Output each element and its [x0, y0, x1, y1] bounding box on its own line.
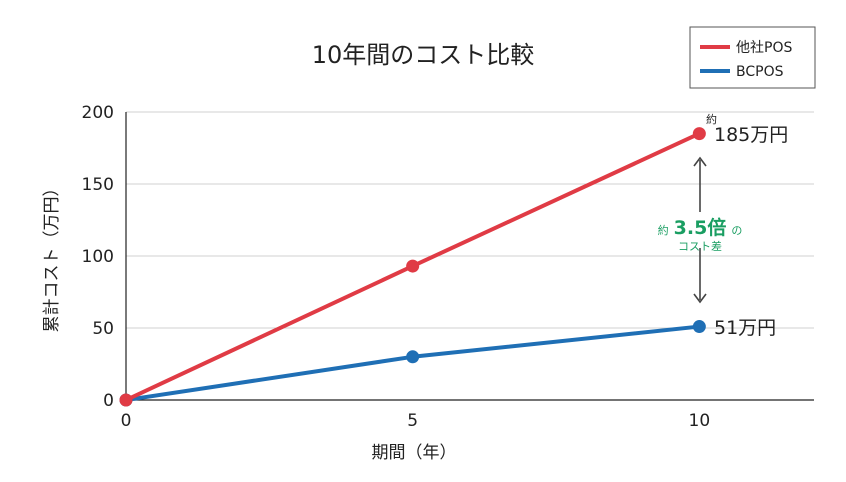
ratio-suffix: の	[731, 224, 742, 237]
data-point-series-1	[406, 350, 420, 364]
x-tick-labels: 0 5 10	[121, 411, 711, 431]
top-value-prefix: 約	[706, 112, 717, 126]
legend: 他社POS BCPOS	[689, 26, 816, 89]
legend-box	[689, 26, 816, 89]
y-tick-label: 200	[82, 103, 114, 123]
y-tick-label: 100	[82, 247, 114, 267]
ratio-annotation: 約 3.5倍 の	[658, 216, 743, 239]
chart-title: 10年間のコスト比較	[312, 41, 535, 69]
x-tick-label: 0	[121, 411, 132, 431]
data-point-series-0	[119, 393, 133, 407]
y-tick-label: 50	[92, 319, 114, 339]
x-tick-label: 5	[407, 411, 418, 431]
ratio-value: 3.5倍	[674, 216, 727, 239]
data-point-series-0	[692, 127, 706, 141]
bottom-value-label: 51万円	[714, 317, 776, 339]
y-tick-labels: 0 50 100 150 200	[82, 103, 114, 411]
y-axis-label: 累計コスト（万円）	[42, 180, 62, 333]
data-point-series-0	[406, 259, 420, 273]
top-value-label: 185万円	[714, 124, 788, 146]
ratio-prefix: 約	[658, 223, 669, 237]
series-group	[119, 127, 706, 407]
x-tick-label: 10	[689, 411, 711, 431]
legend-label-bcpos: BCPOS	[736, 64, 784, 80]
difference-arrow-icon	[693, 156, 707, 304]
y-tick-label: 0	[103, 391, 114, 411]
ratio-caption: コスト差	[678, 239, 722, 253]
x-axis-label: 期間（年）	[372, 443, 457, 463]
y-tick-label: 150	[82, 175, 114, 195]
legend-label-other-pos: 他社POS	[736, 40, 792, 56]
data-point-series-1	[692, 320, 706, 334]
